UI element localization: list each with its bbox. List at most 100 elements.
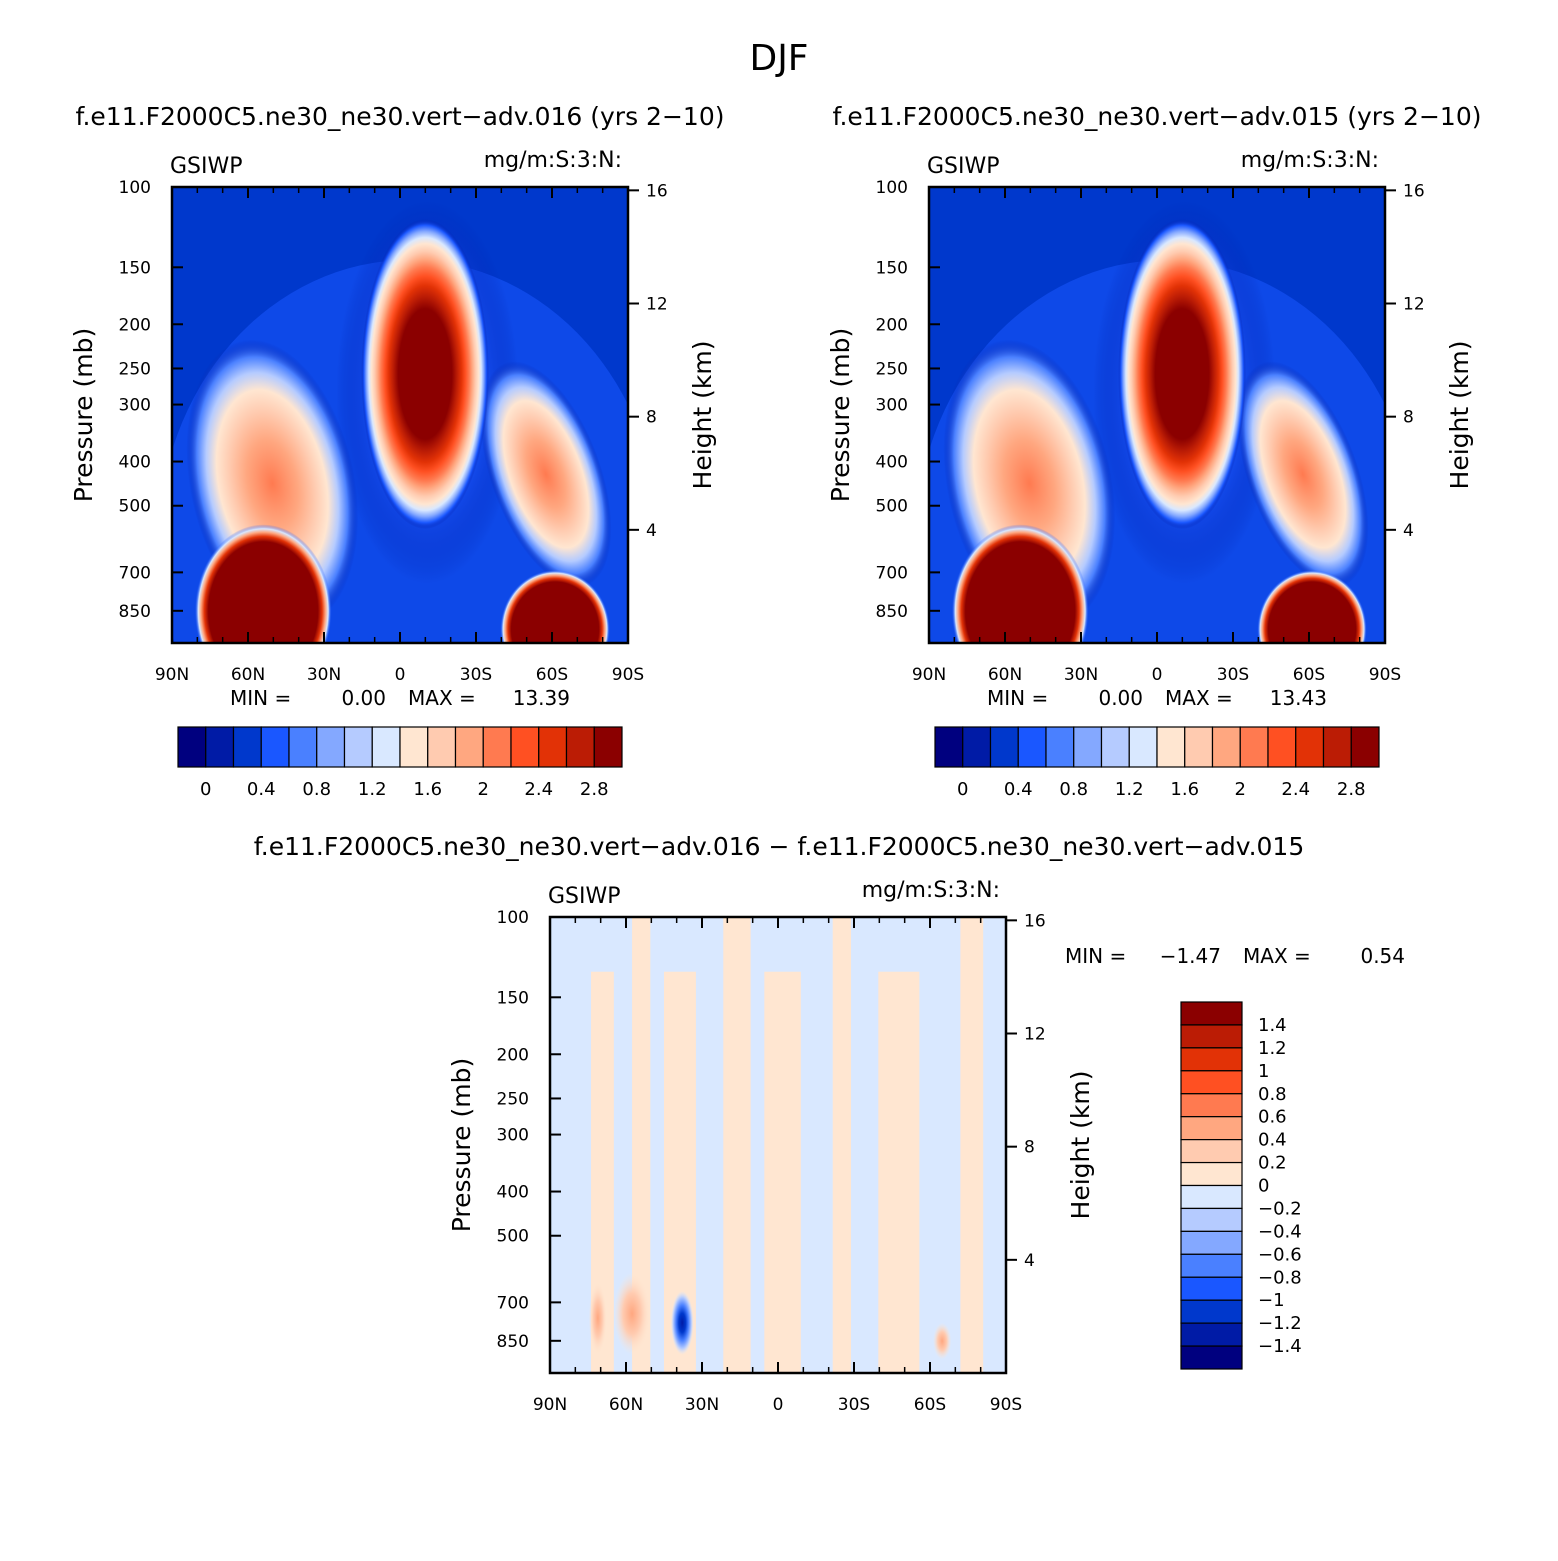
colorbar-label: 1.6: [1170, 779, 1199, 800]
x-tick-label: 0: [395, 665, 406, 685]
positive-band: [723, 917, 751, 1373]
colorbar-box: [1180, 1299, 1243, 1324]
y2-tick-label: 8: [1403, 408, 1414, 428]
colorbar-box: [1180, 1345, 1243, 1370]
low-level-max-north: [194, 524, 332, 643]
colorbar-label: 0.4: [1258, 1130, 1287, 1151]
y2-tick-label: 4: [1403, 521, 1414, 541]
panel-title-1: f.e11.F2000C5.ne30_ne30.vert−adv.016 (yr…: [76, 102, 725, 131]
y-tick-label: 250: [876, 359, 908, 379]
y-tick-label: 100: [119, 178, 151, 198]
x-tick-label: 0: [1152, 665, 1163, 685]
colorbar-label: 0: [957, 779, 968, 800]
y2-tick-label: 12: [1403, 295, 1425, 315]
colorbar-box: [1180, 1184, 1243, 1210]
colorbar-label: −1.2: [1258, 1313, 1302, 1334]
panel-title-3: f.e11.F2000C5.ne30_ne30.vert−adv.016 − f…: [254, 832, 1304, 861]
y-tick-label: 300: [876, 396, 908, 416]
min-label: MIN =: [987, 686, 1048, 710]
y-tick-label: 250: [497, 1089, 529, 1109]
colorbar-label: 2.8: [1337, 779, 1366, 800]
panel-1-contour-plot: 90N 60N 30N 0 30S 60S 90S 100 150 200 250 300 400 500…: [69, 148, 717, 800]
x-tick-label: 30S: [838, 1395, 870, 1415]
colorbar-box: [1239, 726, 1269, 768]
panel-3-difference-plot: 90N 60N 30N 0 30S 60S 90S 100 150 200 250 300 400 500…: [447, 878, 1405, 1415]
x-tick-label: 90N: [533, 1395, 567, 1415]
max-value: 13.39: [513, 686, 570, 710]
y-tick-label: 850: [119, 602, 151, 622]
y-tick-label: 850: [876, 602, 908, 622]
colorbar-label: 0: [1258, 1176, 1269, 1197]
y2-tick-label: 8: [1024, 1138, 1035, 1158]
colorbar-box: [1156, 726, 1186, 768]
y-tick-label: 200: [119, 315, 151, 335]
x-tick-label: 30N: [685, 1395, 719, 1415]
x-tick-label: 90S: [1369, 665, 1401, 685]
colorbar-label: 2: [478, 779, 489, 800]
x-tick-label: 30N: [307, 665, 341, 685]
min-value: 0.00: [341, 686, 386, 710]
colorbar-box: [1017, 726, 1047, 768]
low-level-max-south: [500, 570, 610, 643]
colorbar-box: [1100, 726, 1130, 768]
colorbar-label: 2.4: [524, 779, 553, 800]
colorbar-box: [1267, 726, 1297, 768]
max-label: MAX =: [1243, 944, 1311, 968]
y2-tick-label: 12: [646, 295, 668, 315]
contour-field: [929, 187, 1385, 643]
colorbar-box: [427, 726, 457, 768]
y2-tick-label: 16: [1403, 181, 1425, 201]
colorbar-box: [1322, 726, 1352, 768]
colorbar-box: [1180, 1093, 1243, 1118]
colorbar-label: 0.8: [1059, 779, 1088, 800]
y2-tick-label: 8: [646, 408, 657, 428]
colorbar-box: [1211, 726, 1241, 768]
y2-axis-label: Height (km): [688, 341, 717, 490]
y2-tick-label: 4: [646, 521, 657, 541]
y2-tick-label: 16: [1024, 911, 1046, 931]
y-axis-label: Pressure (mb): [447, 1058, 476, 1232]
min-value: 0.00: [1098, 686, 1143, 710]
colorbar-label: 0: [200, 779, 211, 800]
colorbar-label: 0.4: [1004, 779, 1033, 800]
y-tick-label: 200: [497, 1045, 529, 1065]
y-tick-label: 150: [497, 988, 529, 1008]
x-tick-label: 0: [773, 1395, 784, 1415]
x-tick-label: 60N: [231, 665, 265, 685]
colorbar-box: [1295, 726, 1325, 768]
colorbar-label: 1.2: [358, 779, 387, 800]
y-axis-label: Pressure (mb): [69, 328, 98, 502]
y2-tick-label: 12: [1024, 1025, 1046, 1045]
y-tick-label: 700: [497, 1293, 529, 1313]
colorbar-box: [316, 726, 346, 768]
colorbar-box: [593, 726, 623, 768]
colorbar-box: [1045, 726, 1075, 768]
variable-label: GSIWP: [170, 154, 243, 179]
colorbar-box: [1180, 1230, 1243, 1255]
min-value: −1.47: [1160, 944, 1221, 968]
x-tick-label: 30N: [1064, 665, 1098, 685]
y-axis-label: Pressure (mb): [826, 328, 855, 502]
colorbar-box: [1180, 1001, 1243, 1026]
colorbar-box: [1128, 726, 1158, 768]
panel-2-contour-plot: 90N 60N 30N 0 30S 60S 90S 100 150 200 250 300 400 500…: [826, 148, 1474, 800]
positive-band: [632, 917, 651, 1373]
variable-label: GSIWP: [548, 884, 621, 909]
max-label: MAX =: [1165, 686, 1233, 710]
low-level-max-south: [1257, 570, 1367, 643]
colorbar-box: [399, 726, 429, 768]
colorbar-box: [1180, 1047, 1243, 1072]
y-tick-label: 500: [876, 497, 908, 517]
y-tick-label: 150: [119, 258, 151, 278]
colorbar-label: 1: [1258, 1061, 1269, 1082]
y-tick-label: 100: [876, 178, 908, 198]
y-tick-label: 700: [119, 563, 151, 583]
colorbar-label: 1.2: [1258, 1038, 1287, 1059]
colorbar-box: [288, 726, 318, 768]
positive-band: [764, 971, 801, 1373]
colorbar-label: 0.6: [1258, 1107, 1287, 1128]
x-tick-label: 90S: [990, 1395, 1022, 1415]
colorbar-box: [565, 726, 595, 768]
variable-label: GSIWP: [927, 154, 1000, 179]
